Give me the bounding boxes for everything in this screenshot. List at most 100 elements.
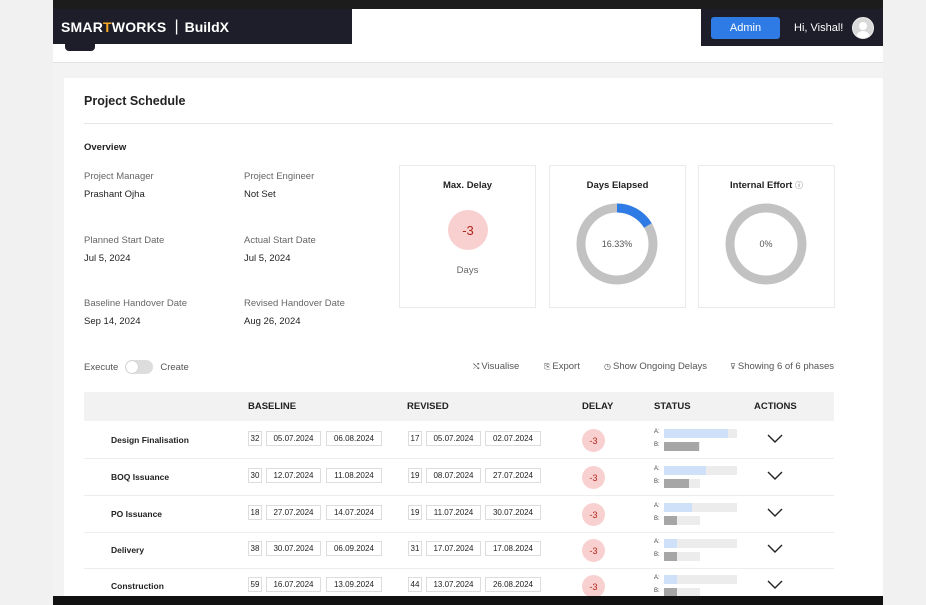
status-b-bar — [664, 516, 700, 525]
table-header: BASELINE REVISED DELAY STATUS ACTIONS — [84, 392, 834, 421]
status-a-bar — [664, 429, 737, 438]
table-row: PO Issuance 18 27.07.2024 14.07.2024 19 11.07… — [84, 496, 834, 533]
baseline-days: 32 — [248, 431, 262, 446]
revised-days: 19 — [408, 505, 422, 520]
delay-badge: -3 — [582, 466, 605, 489]
kpi-title: Max. Delay — [442, 180, 493, 191]
overview-heading: Overview — [84, 142, 127, 153]
phase-name: PO Issuance — [111, 509, 163, 519]
status-b-label: B: — [654, 442, 660, 448]
revised-end[interactable]: 02.07.2024 — [485, 431, 541, 446]
visualise-button[interactable]: ⤭ Visualise — [473, 361, 520, 372]
top-window-strip — [53, 0, 883, 9]
admin-button[interactable]: Admin — [711, 16, 780, 39]
project-manager-field: Project Manager Prashant Ojha — [84, 171, 154, 200]
days-elapsed-card: Days Elapsed 16.33% — [549, 165, 686, 308]
status-a-label: A: — [654, 503, 660, 509]
baseline-days: 30 — [248, 468, 262, 483]
status-a-label: A: — [654, 539, 660, 545]
status-b-bar — [664, 479, 700, 488]
revised-end[interactable]: 26.08.2024 — [485, 577, 541, 592]
donut-track — [725, 203, 807, 285]
export-button[interactable]: ⎘ Export — [544, 361, 580, 372]
revised-start[interactable]: 05.07.2024 — [426, 431, 481, 446]
status-b-bar — [664, 588, 700, 597]
schedule-card: Project Schedule Overview Project Manage… — [64, 78, 883, 605]
header-delay: DELAY — [582, 401, 614, 412]
baseline-start[interactable]: 16.07.2024 — [266, 577, 321, 592]
baseline-start[interactable]: 27.07.2024 — [266, 505, 321, 520]
app-frame: SMARTWORKS | BuildX Admin Hi, Vishal! Pr… — [53, 9, 883, 605]
delay-badge: -3 — [582, 429, 605, 452]
brand-tab — [65, 44, 95, 51]
baseline-end[interactable]: 06.09.2024 — [326, 541, 382, 556]
baseline-days: 18 — [248, 505, 262, 520]
revised-days: 31 — [408, 541, 422, 556]
status-b-label: B: — [654, 516, 660, 522]
filter-icon: ⊽ — [730, 362, 736, 371]
phase-name: Construction — [111, 581, 164, 591]
revised-start[interactable]: 17.07.2024 — [426, 541, 481, 556]
baseline-end[interactable]: 11.08.2024 — [326, 468, 382, 483]
revised-end[interactable]: 27.07.2024 — [485, 468, 541, 483]
baseline-start[interactable]: 30.07.2024 — [266, 541, 321, 556]
status-b-fill — [664, 588, 677, 597]
baseline-end[interactable]: 13.09.2024 — [326, 577, 382, 592]
field-value: Not Set — [244, 189, 276, 200]
brand-logo[interactable]: SMARTWORKS | BuildX — [53, 9, 352, 44]
baseline-handover-field: Baseline Handover Date Sep 14, 2024 — [84, 298, 187, 327]
user-greeting: Hi, Vishal! — [794, 21, 844, 34]
revised-start[interactable]: 11.07.2024 — [426, 505, 481, 520]
status-a-label: A: — [654, 575, 660, 581]
kpi-title: Days Elapsed — [586, 180, 649, 191]
planned-start-field: Planned Start Date Jul 5, 2024 — [84, 235, 164, 264]
kpi-unit: Days — [456, 265, 479, 276]
phase-filter-button[interactable]: ⊽ Showing 6 of 6 phases — [730, 361, 834, 372]
status-a-bar — [664, 575, 737, 584]
phase-name: Design Finalisation — [111, 435, 189, 445]
revised-handover-field: Revised Handover Date Aug 26, 2024 — [244, 298, 345, 327]
revised-start[interactable]: 08.07.2024 — [426, 468, 481, 483]
chevron-down-icon[interactable] — [767, 508, 783, 518]
status-a-bar — [664, 503, 737, 512]
revised-end[interactable]: 17.08.2024 — [485, 541, 541, 556]
show-ongoing-delays-button[interactable]: ◷ Show Ongoing Delays — [604, 361, 707, 372]
title-divider — [84, 123, 833, 124]
chevron-down-icon[interactable] — [767, 434, 783, 444]
baseline-start[interactable]: 12.07.2024 — [266, 468, 321, 483]
kpi-title-text: Internal Effort — [730, 180, 793, 191]
status-a-fill — [664, 429, 728, 438]
status-a-bar — [664, 466, 737, 475]
chevron-down-icon[interactable] — [767, 544, 783, 554]
brand-separator: | — [174, 17, 179, 35]
clock-icon: ◷ — [604, 362, 611, 371]
revised-days: 19 — [408, 468, 422, 483]
field-label: Project Engineer — [244, 171, 315, 182]
header-actions: ACTIONS — [754, 401, 797, 412]
mode-toggle[interactable] — [125, 360, 154, 374]
field-label: Baseline Handover Date — [84, 298, 187, 309]
delay-badge: -3 — [582, 503, 605, 526]
field-label: Project Manager — [84, 171, 154, 182]
bottom-window-strip — [53, 596, 883, 605]
donut-progress-arc — [576, 203, 658, 285]
header-revised: REVISED — [407, 401, 449, 412]
status-b-fill — [664, 516, 677, 525]
chevron-down-icon[interactable] — [767, 471, 783, 481]
revised-start[interactable]: 13.07.2024 — [426, 577, 481, 592]
chevron-down-icon[interactable] — [767, 580, 783, 590]
mode-toggle-group: Execute Create — [84, 360, 189, 374]
field-value: Jul 5, 2024 — [84, 253, 131, 264]
baseline-end[interactable]: 06.08.2024 — [326, 431, 382, 446]
user-bar: Admin Hi, Vishal! — [701, 9, 883, 46]
header-status: STATUS — [654, 401, 691, 412]
max-delay-badge: -3 — [448, 210, 488, 250]
product-name: BuildX — [184, 18, 229, 35]
avatar[interactable] — [852, 16, 875, 39]
status-b-label: B: — [654, 479, 660, 485]
field-label: Actual Start Date — [244, 235, 316, 246]
info-icon[interactable]: ⓘ — [794, 181, 803, 190]
revised-end[interactable]: 30.07.2024 — [485, 505, 541, 520]
baseline-end[interactable]: 14.07.2024 — [326, 505, 382, 520]
baseline-start[interactable]: 05.07.2024 — [266, 431, 321, 446]
